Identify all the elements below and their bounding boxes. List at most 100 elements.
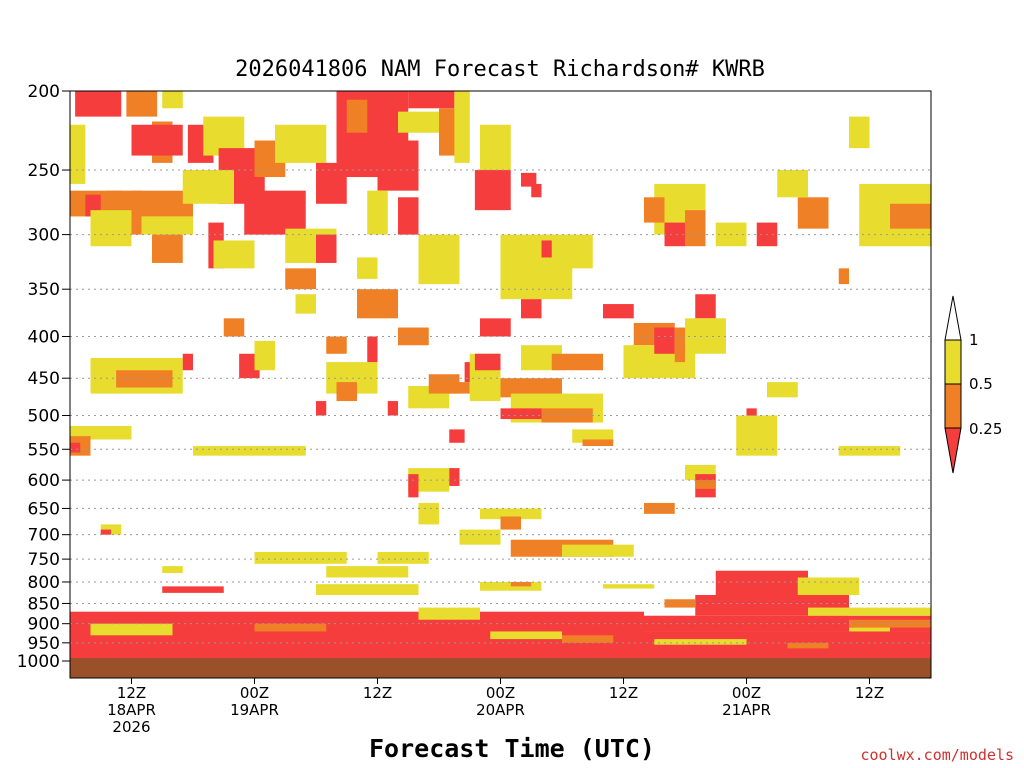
heatmap-cell-mid	[541, 408, 593, 423]
heatmap-cell-mid	[582, 439, 614, 447]
heatmap-cell-low	[474, 353, 501, 371]
heatmap-cell-mid	[254, 623, 327, 632]
heatmap-cell-low	[408, 474, 419, 498]
heatmap-cell-low	[541, 240, 552, 258]
heatmap-cell-high	[849, 116, 870, 149]
heatmap-cell-low	[449, 468, 460, 486]
heatmap-cells	[70, 91, 931, 660]
y-tick-label-750: 750	[28, 550, 60, 570]
y-axis: 200 250 300 350 400 450 500 550 600 650 700 750 8008…	[17, 82, 70, 672]
x-tick-label-3-1: 20APR	[476, 701, 525, 719]
heatmap-cell-mid	[126, 91, 158, 117]
heatmap-cell-low	[100, 529, 111, 535]
heatmap-cell-high	[70, 425, 132, 440]
heatmap-cell-low	[521, 172, 537, 187]
heatmap-cell-high	[275, 124, 327, 163]
heatmap-cell-high	[459, 529, 501, 545]
legend-label-0.5: 0.5	[969, 375, 993, 393]
heatmap-cell-high	[418, 607, 480, 620]
legend-bin-below-0.25	[944, 427, 962, 474]
heatmap-cell-mid	[685, 210, 706, 247]
heatmap-cell-low	[603, 304, 634, 319]
heatmap-cell-high	[254, 340, 275, 371]
heatmap-cell-high	[90, 210, 132, 247]
heatmap-cell-low	[746, 408, 757, 423]
heatmap-cell-mid	[510, 581, 532, 587]
y-tick-label-850: 850	[28, 594, 60, 614]
heatmap-cell-mid	[797, 197, 829, 229]
x-tick-label-0-0: 12Z	[117, 684, 146, 702]
heatmap-cell-mid	[152, 234, 183, 263]
heatmap-cell-low	[500, 408, 542, 420]
heatmap-cell-low	[449, 429, 465, 443]
y-tick-label-350: 350	[28, 280, 60, 300]
heatmap-cell-high	[562, 544, 634, 557]
heatmap-cell-high	[808, 607, 931, 616]
heatmap-cell-low	[70, 442, 81, 453]
heatmap-cell-low	[182, 353, 193, 371]
legend-label-1: 1	[969, 331, 979, 349]
heatmap-cell-high	[213, 240, 255, 269]
legend-label-0.25: 0.25	[969, 420, 1002, 438]
heatmap-cell-low	[521, 299, 542, 319]
heatmap-cell-high	[490, 631, 562, 640]
y-tick-label-550: 550	[28, 440, 60, 460]
heatmap-cell-high	[480, 508, 542, 520]
heatmap-cell-low	[377, 140, 419, 191]
heatmap-cell-high	[357, 257, 378, 279]
heatmap-cell-high	[377, 551, 429, 564]
credit-text: coolwx.com/models	[860, 746, 1014, 764]
heatmap-cell-mid	[285, 268, 316, 290]
legend-bin-above-1	[944, 295, 962, 341]
heatmap-cell-high	[254, 551, 347, 564]
heatmap-cell-high	[182, 170, 234, 204]
x-tick-label-4-0: 12Z	[609, 684, 638, 702]
heatmap-cell-high	[316, 584, 419, 596]
heatmap-cell-mid	[562, 635, 614, 643]
heatmap-cell-mid	[674, 327, 685, 363]
heatmap-cell-high	[654, 639, 747, 645]
heatmap-cell-high	[367, 190, 388, 235]
heatmap-cell-mid	[357, 289, 398, 319]
heatmap-cell-low	[408, 91, 455, 109]
heatmap-cell-low	[664, 222, 685, 247]
heatmap-cell-high	[162, 566, 183, 574]
legend-bin-0.25-0.5	[944, 383, 962, 429]
heatmap-cell-high	[398, 111, 439, 133]
heatmap-cell-mid	[326, 336, 347, 354]
heatmap-cell-high	[767, 382, 798, 398]
heatmap-cell-mid	[644, 197, 665, 223]
heatmap-cell-low	[367, 336, 378, 363]
legend-bin-0.5-1	[944, 339, 962, 385]
x-tick-label-5-0: 00Z	[732, 684, 761, 702]
heatmap-cell-high	[162, 91, 183, 109]
heatmap-cell-high	[90, 623, 173, 636]
x-tick-label-5-1: 21APR	[722, 701, 771, 719]
ground-layer	[70, 658, 931, 678]
y-tick-label-950: 950	[28, 634, 60, 654]
heatmap-cell-mid	[551, 353, 603, 371]
x-tick-label-6-0: 12Z	[855, 684, 884, 702]
heatmap-cell-high	[418, 234, 460, 285]
heatmap-cell-high	[193, 446, 306, 456]
heatmap-cell-low	[244, 190, 306, 235]
heatmap-cell-low	[316, 401, 327, 416]
heatmap-cell-low	[474, 170, 511, 211]
heatmap-cell-high	[480, 124, 511, 171]
y-tick-label-700: 700	[28, 526, 60, 546]
heatmap-cell-low	[316, 234, 337, 263]
heatmap-cell-mid	[116, 370, 173, 388]
heatmap-cell-mid	[787, 642, 829, 649]
heatmap-cell-mid	[849, 619, 931, 628]
x-tick-label-1-1: 19APR	[230, 701, 279, 719]
heatmap-cell-mid	[500, 516, 521, 530]
y-tick-label-250: 250	[28, 161, 60, 181]
heatmap-cell-mid	[346, 99, 368, 133]
heatmap-cell-high	[70, 124, 86, 184]
heatmap-cell-low	[480, 318, 511, 337]
y-tick-label-450: 450	[28, 369, 60, 389]
y-tick-label-1000: 1000	[17, 652, 60, 672]
heatmap-cell-mid	[890, 203, 931, 229]
